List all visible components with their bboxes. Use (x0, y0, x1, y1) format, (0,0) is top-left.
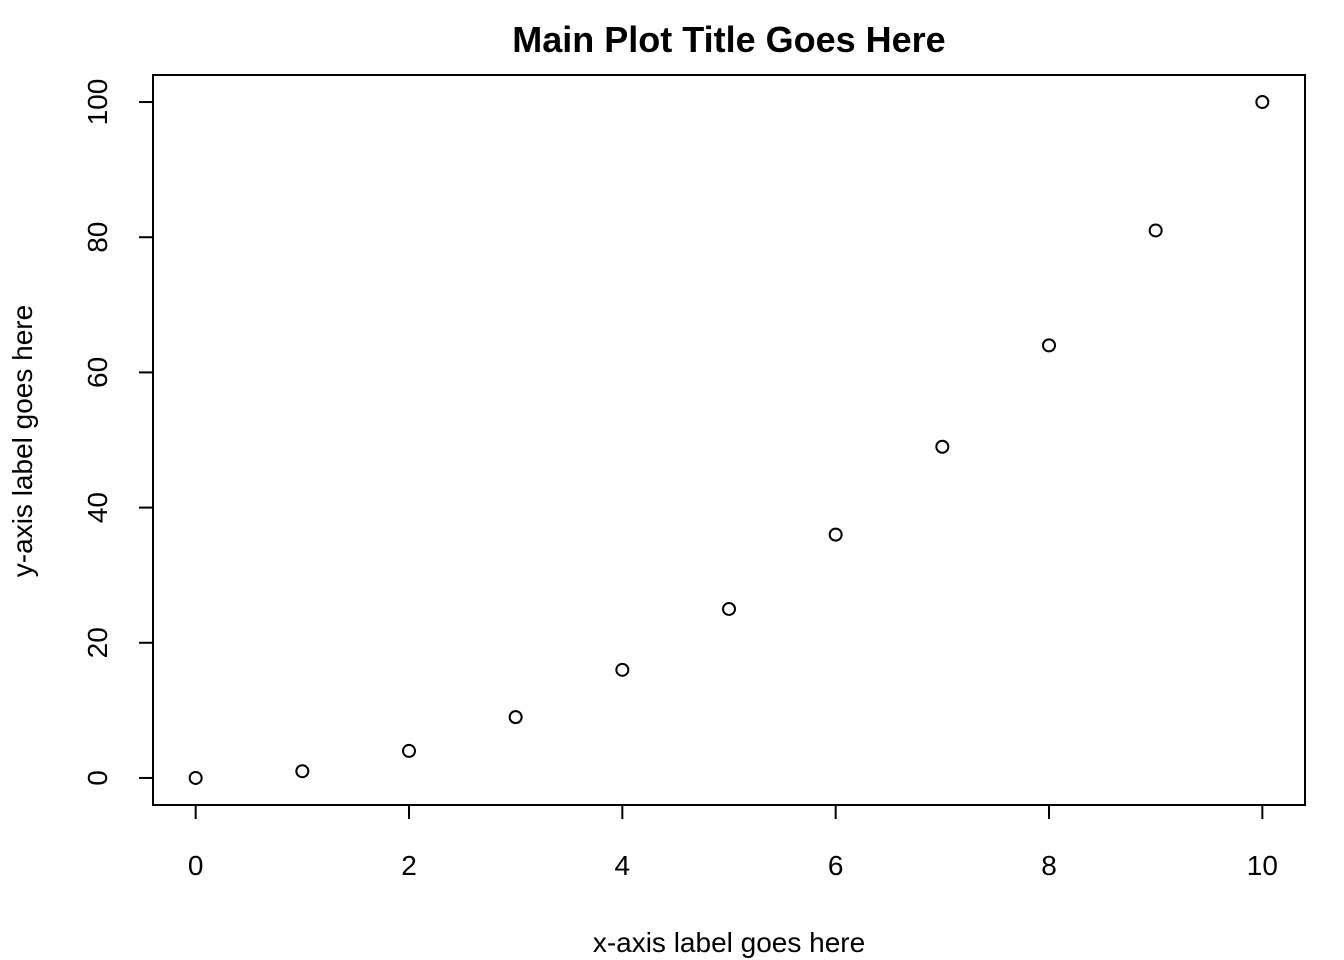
data-point (295, 764, 310, 779)
data-point (1042, 338, 1056, 353)
x-axis-label: x-axis label goes here (593, 927, 865, 958)
y-tick-label: 60 (82, 357, 113, 388)
data-point (188, 770, 203, 785)
x-tick-label: 8 (1041, 850, 1057, 881)
data-point (828, 527, 843, 542)
data-point (935, 439, 950, 454)
x-axis: 0 2 4 6 8 10 (188, 804, 1278, 881)
y-tick-label: 40 (82, 492, 113, 523)
y-tick-label: 100 (82, 79, 113, 126)
data-points (188, 95, 1270, 785)
data-point (722, 601, 736, 616)
y-tick-label: 20 (82, 627, 113, 658)
y-tick-label: 0 (82, 770, 113, 786)
x-tick-label: 2 (401, 850, 417, 881)
x-tick-label: 0 (188, 850, 204, 881)
y-axis: 0 20 40 60 80 100 (82, 79, 154, 786)
chart-title: Main Plot Title Goes Here (512, 19, 945, 60)
y-tick-label: 80 (82, 222, 113, 253)
data-point (615, 662, 630, 677)
plot-frame (152, 74, 1306, 806)
data-point (508, 710, 523, 725)
y-axis-label: y-axis label goes here (7, 305, 38, 577)
x-tick-label: 6 (828, 850, 844, 881)
data-point (1255, 95, 1270, 110)
x-tick-label: 10 (1247, 850, 1278, 881)
x-tick-label: 4 (615, 850, 631, 881)
data-point (1148, 223, 1163, 238)
data-point (402, 743, 416, 758)
